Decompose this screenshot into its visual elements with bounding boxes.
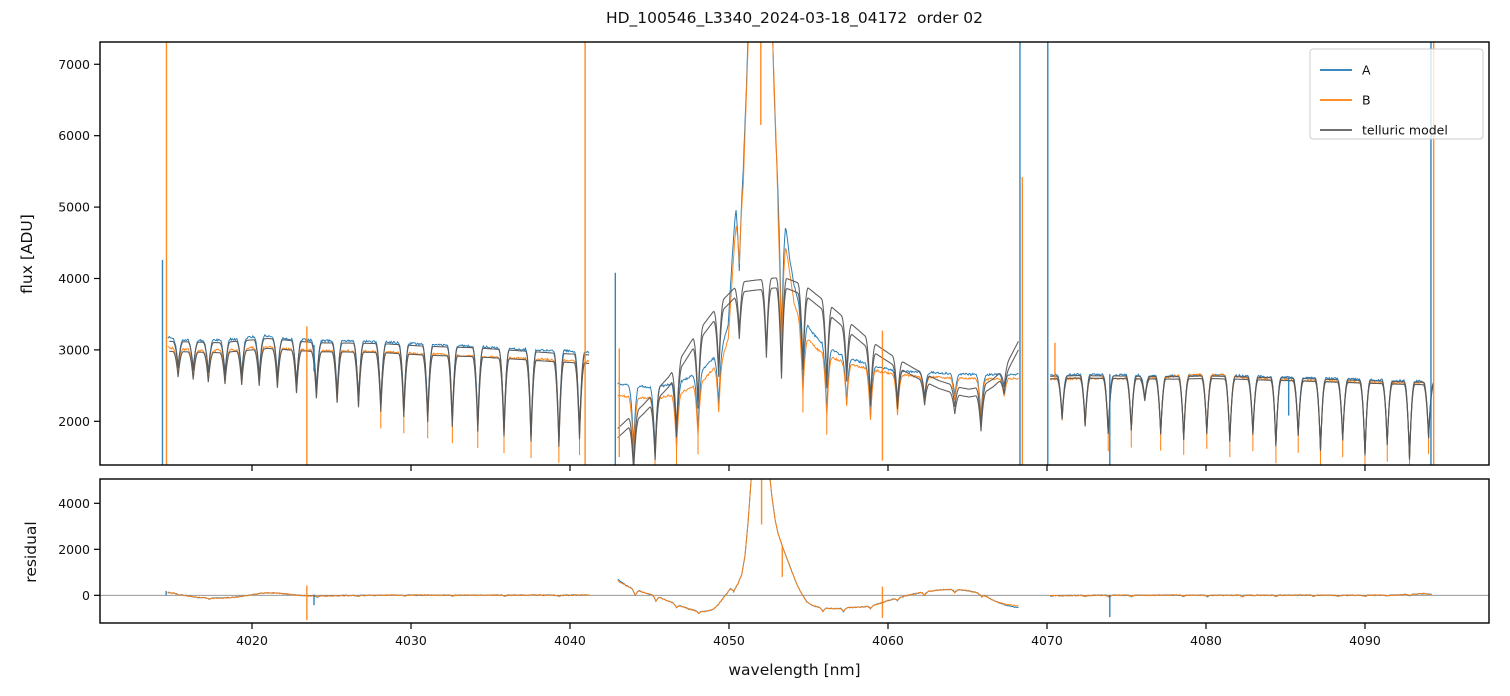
x-tick-label: 4070 — [1031, 633, 1063, 648]
legend-label-telluric-model: telluric model — [1362, 123, 1448, 138]
y-tick-label: 7000 — [58, 57, 90, 72]
legend-label-B: B — [1362, 93, 1371, 108]
legend-box — [1309, 48, 1484, 140]
x-tick-label: 4080 — [1190, 633, 1222, 648]
x-tick-label: 4050 — [713, 633, 745, 648]
legend-label-A: A — [1362, 63, 1371, 78]
y-tick-label: 6000 — [58, 128, 90, 143]
flux-spikes — [161, 42, 1435, 465]
series-model-A-line-2 — [1050, 375, 1434, 459]
x-tick-label: 4060 — [872, 633, 904, 648]
x-axis-label: wavelength [nm] — [728, 661, 861, 679]
residual-plot-area — [167, 479, 1433, 615]
series-model-B-line-2 — [1050, 377, 1434, 460]
series-model-B-line-1 — [617, 287, 1019, 465]
flux-spines — [99, 41, 1490, 466]
flux-axes: 2000 3000 4000 5000 6000 7000 — [58, 41, 1490, 471]
y-tick-label: 0 — [82, 588, 90, 603]
residual-spikes — [165, 479, 1111, 621]
series-model-A-line-0 — [169, 337, 590, 442]
flux-plot-area — [167, 42, 1434, 465]
y-tick-label: 3000 — [58, 342, 90, 357]
residual-axes: 4020 4030 4040 4050 4060 4070 4080 4090 0 2000 400… — [58, 478, 1490, 648]
y-tick-label: 5000 — [58, 200, 90, 215]
y-tick-label: 2000 — [58, 414, 90, 429]
series-residual-B-line-0 — [167, 591, 590, 600]
series-model-A-line-1 — [617, 277, 1019, 465]
series-A-line-0 — [167, 333, 590, 441]
series-model-B-line-0 — [169, 347, 590, 447]
series-residual-B-line-2 — [1049, 592, 1433, 598]
x-tick-label: 4040 — [554, 633, 586, 648]
page-title: HD_100546_L3340_2024-03-18_04172 order 0… — [605, 9, 984, 27]
series-A-line-1 — [617, 42, 1019, 452]
y-tick-label: 4000 — [58, 496, 90, 511]
y-tick-label: 4000 — [58, 271, 90, 286]
x-tick-label: 4090 — [1349, 633, 1381, 648]
series-residual-B-line-1 — [617, 479, 1019, 615]
series-residual-A-line-1 — [617, 479, 1019, 615]
y-tick-label: 2000 — [58, 542, 90, 557]
x-tick-label: 4030 — [395, 633, 427, 648]
residual-spines — [99, 478, 1490, 624]
series-B-line-1 — [617, 42, 1019, 458]
x-tick-label: 4020 — [236, 633, 268, 648]
series-residual-A-line-0 — [167, 591, 590, 601]
